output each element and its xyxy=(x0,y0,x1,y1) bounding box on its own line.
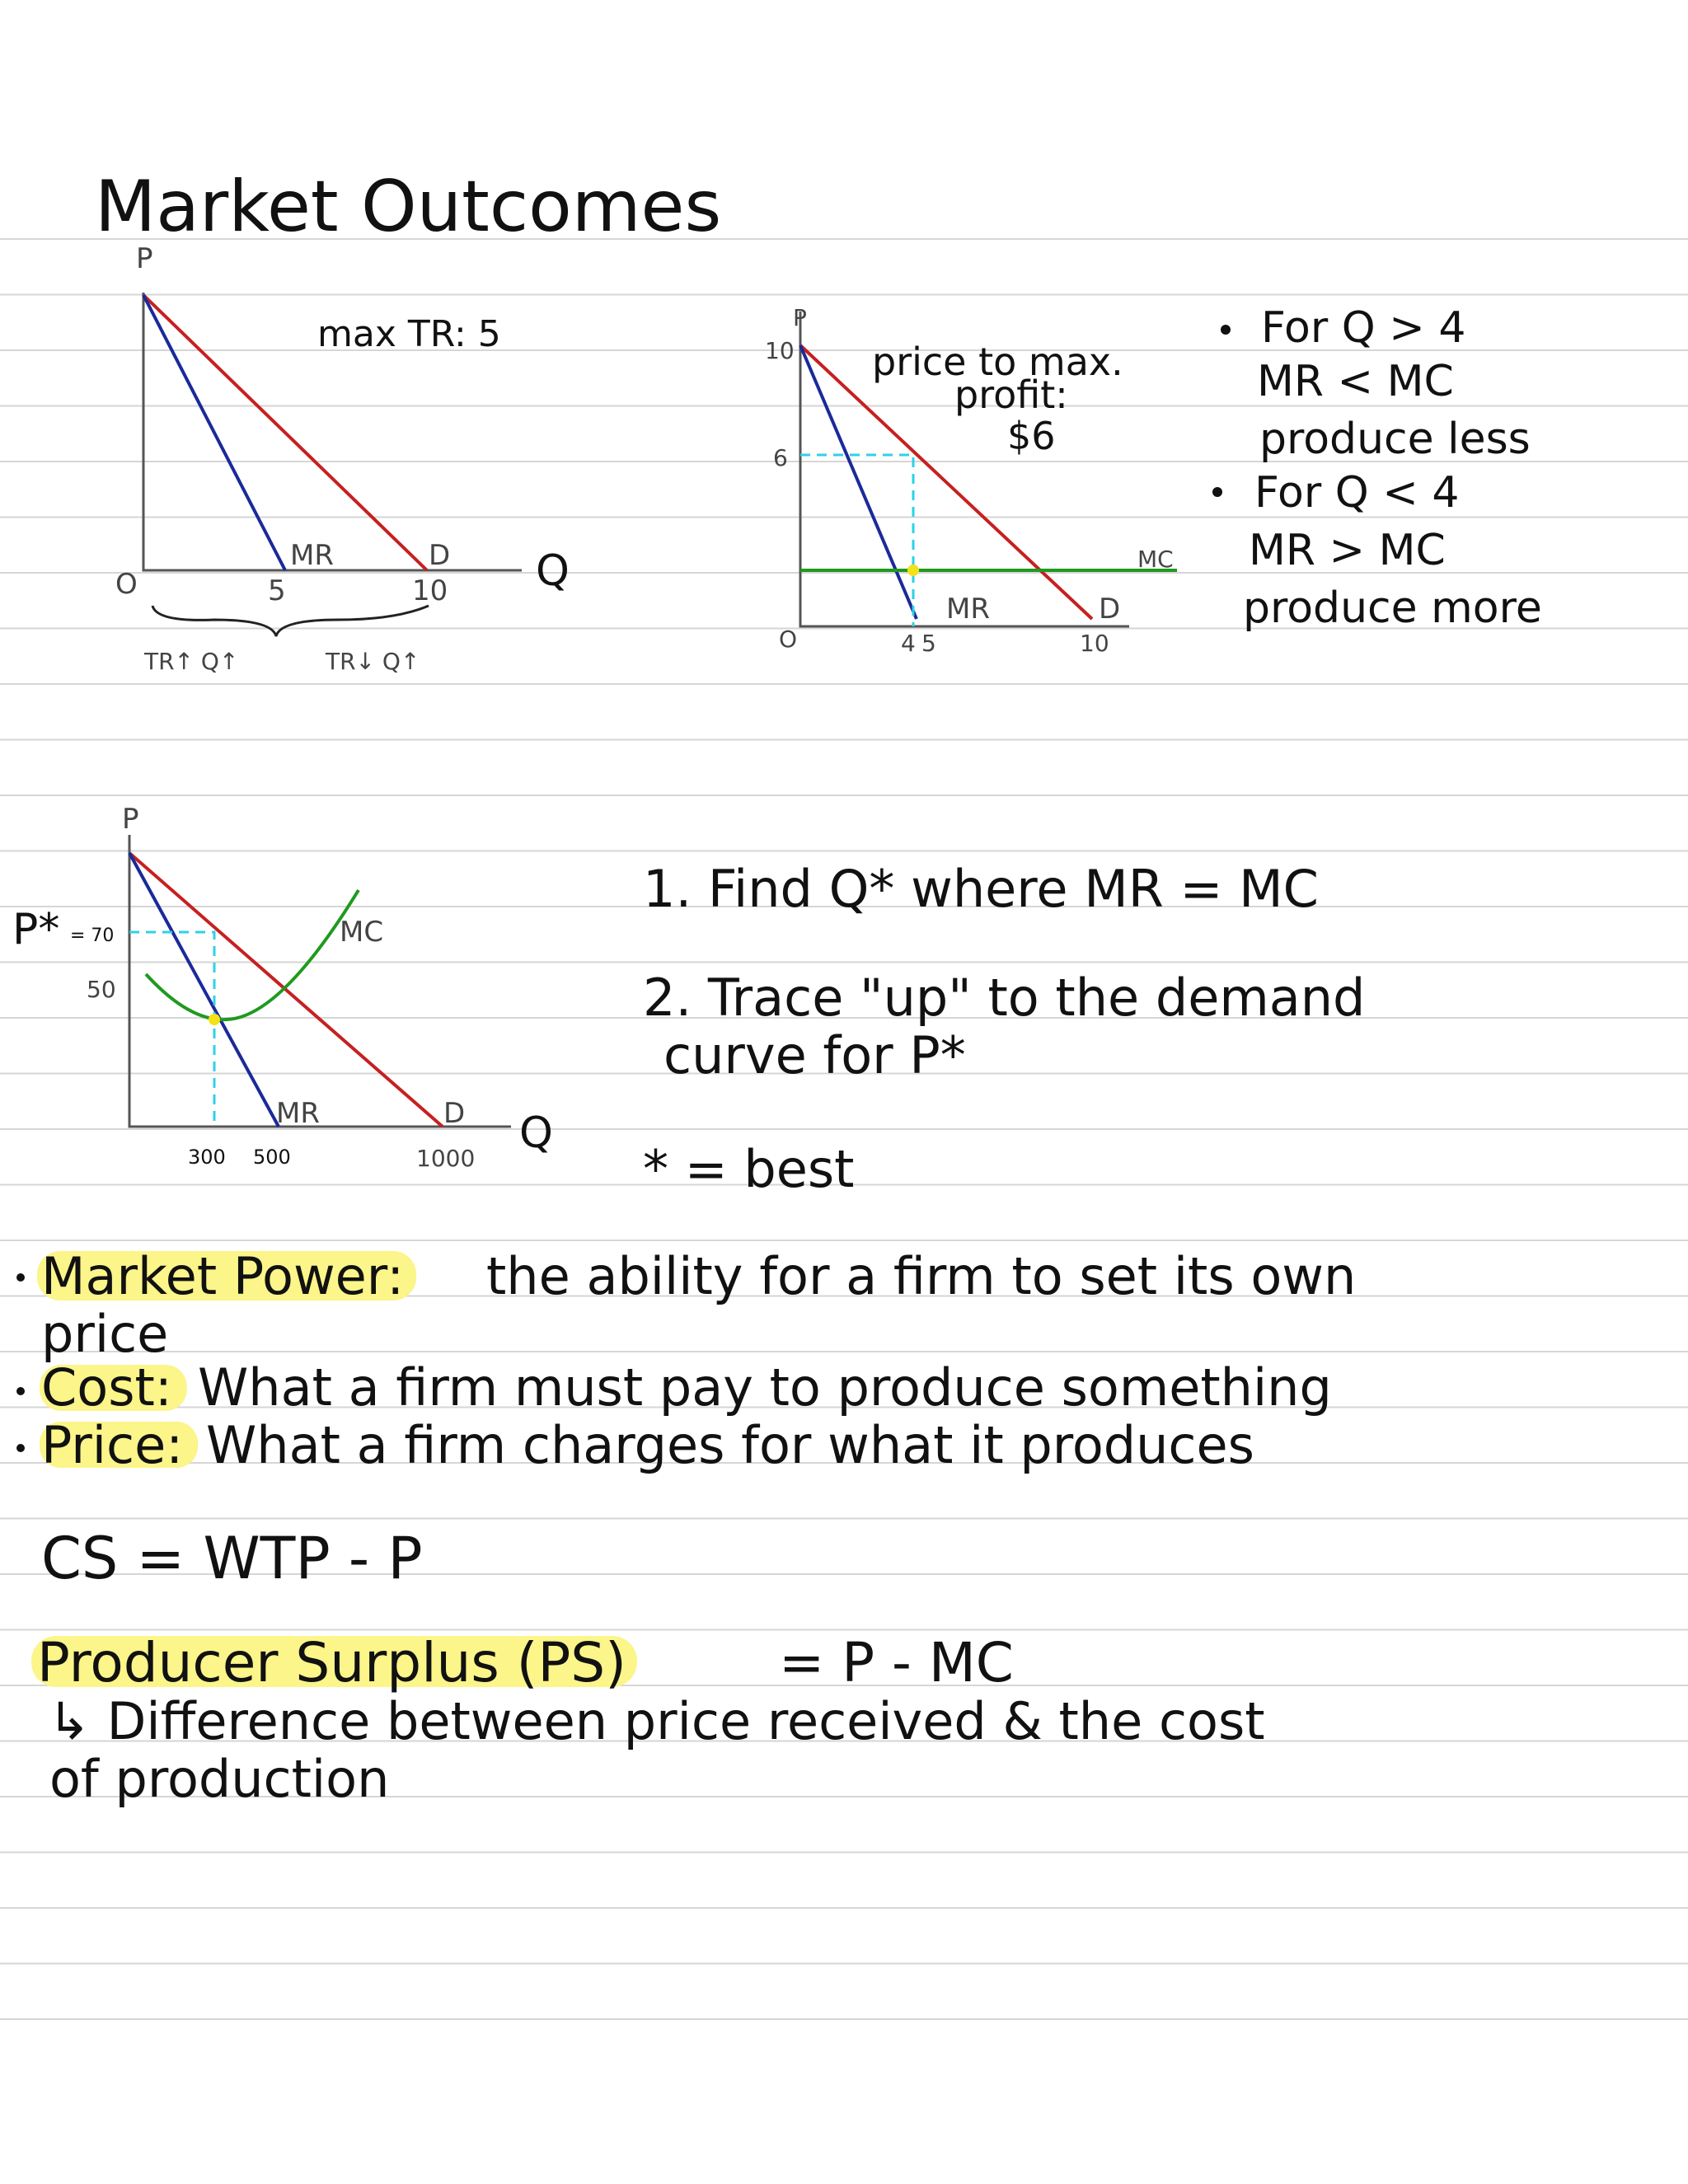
x-label: Q xyxy=(519,1108,553,1158)
mr-line xyxy=(799,344,918,620)
step: 2. Trace "up" to the demand xyxy=(643,968,1365,1028)
step: 1. Find Q* where MR = MC xyxy=(643,859,1319,919)
origin: O xyxy=(779,626,797,653)
brace-label: TR↓ Q↑ xyxy=(325,648,420,675)
bullet-dot xyxy=(16,1273,25,1282)
graph-1: P Q O MR D 5 10 max TR: 5 TR↑ Q↑ TR↓ Q↑ xyxy=(115,242,570,675)
title: Market Outcomes xyxy=(95,166,721,248)
cs-formula: CS = WTP - P xyxy=(41,1525,423,1592)
d-label: D xyxy=(443,1097,465,1130)
mc-curve xyxy=(144,888,360,1022)
highlight xyxy=(40,1365,187,1411)
note: profit: xyxy=(954,373,1068,417)
y-label: P xyxy=(122,803,139,836)
optimum-point xyxy=(209,1014,220,1025)
step: curve for P* xyxy=(663,1025,966,1085)
highlight xyxy=(31,1636,637,1687)
optimum-point xyxy=(907,565,919,576)
bullet-text: produce less xyxy=(1259,415,1531,464)
bullet-text: MR < MC xyxy=(1257,357,1454,406)
x-tick: 500 xyxy=(253,1146,291,1169)
brace xyxy=(151,604,429,637)
demand-line xyxy=(142,293,429,572)
x-tick: 10 xyxy=(1080,630,1109,657)
mr-label: MR xyxy=(946,593,990,626)
term: Producer Surplus (PS) xyxy=(37,1631,626,1694)
guide-lines xyxy=(800,453,915,626)
definitions: Market Power: the ability for a firm to … xyxy=(16,1246,1356,1475)
axes xyxy=(142,293,522,572)
term: Price: xyxy=(41,1415,183,1475)
demand-line xyxy=(128,851,444,1128)
definition: the ability for a firm to set its own xyxy=(486,1246,1356,1306)
p-star-value: = 70 xyxy=(70,926,114,946)
d-label: D xyxy=(429,539,450,572)
y-tick: 6 xyxy=(773,444,788,471)
mc-label: MC xyxy=(1137,546,1174,573)
mc-label: MC xyxy=(340,916,383,949)
brace-label: TR↑ Q↑ xyxy=(143,648,238,675)
mr-label: MR xyxy=(276,1097,320,1130)
demand-line xyxy=(799,344,1094,621)
x-tick: 5 xyxy=(921,630,936,657)
definition: ↳ Difference between price received & th… xyxy=(48,1691,1265,1751)
mr-label: MR xyxy=(290,539,334,572)
graph-3: P P* = 70 50 300 500 1000 MR D MC Q xyxy=(12,803,553,1172)
graph-2: P 10 6 O 4 5 10 MR D MC price to max. pr… xyxy=(765,304,1177,657)
x-tick: 1000 xyxy=(416,1145,475,1172)
bullet-text: For Q > 4 xyxy=(1261,303,1465,353)
bullet-dot xyxy=(16,1387,25,1395)
bullet-dot xyxy=(1221,325,1231,335)
step: * = best xyxy=(643,1139,854,1199)
ruled-lines xyxy=(0,238,1688,2020)
p-star: P* xyxy=(12,905,59,954)
note: $6 xyxy=(1007,414,1056,458)
definition: of production xyxy=(49,1749,389,1809)
x-label: Q xyxy=(536,546,570,596)
x-tick: 10 xyxy=(412,574,448,607)
producer-surplus: Producer Surplus (PS) = P - MC ↳ Differe… xyxy=(31,1631,1265,1809)
mr-line xyxy=(142,294,287,571)
bullet-text: For Q < 4 xyxy=(1254,468,1459,518)
bullet-dot xyxy=(1212,487,1222,497)
y-tick: 10 xyxy=(765,337,795,364)
bullet-text: produce more xyxy=(1243,583,1542,633)
x-tick: 300 xyxy=(188,1146,226,1169)
guide-lines xyxy=(129,930,216,1127)
x-tick: 5 xyxy=(268,574,286,607)
mr-line xyxy=(128,852,280,1127)
term: Cost: xyxy=(41,1357,172,1418)
d-label: D xyxy=(1099,593,1120,626)
y-tick: 50 xyxy=(87,976,116,1003)
formula: = P - MC xyxy=(779,1631,1014,1694)
note: price to max. xyxy=(872,340,1123,384)
note: max TR: 5 xyxy=(317,313,501,355)
bullet-text: MR > MC xyxy=(1249,526,1446,575)
bullet-dot xyxy=(16,1444,25,1452)
origin: O xyxy=(115,568,138,601)
axes xyxy=(128,835,511,1128)
definition: What a firm charges for what it produces xyxy=(206,1415,1254,1475)
bullets: For Q > 4 MR < MC produce less For Q < 4… xyxy=(1212,303,1542,633)
term: Market Power: xyxy=(41,1246,404,1306)
highlight xyxy=(37,1251,417,1301)
x-tick: 4 xyxy=(901,630,916,657)
definition: What a firm must pay to produce somethin… xyxy=(198,1357,1332,1418)
y-label: P xyxy=(793,304,807,331)
axes xyxy=(799,312,1129,628)
highlight xyxy=(40,1422,199,1468)
y-label: P xyxy=(136,242,153,275)
definition: price xyxy=(41,1304,168,1364)
